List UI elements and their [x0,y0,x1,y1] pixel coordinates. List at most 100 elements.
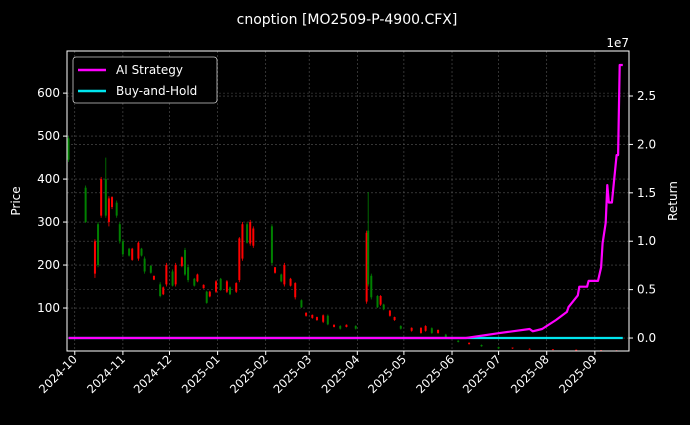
candle-body [118,224,121,242]
candle-body [84,187,87,223]
candle-body [187,267,190,281]
legend-label-strategy: AI Strategy [116,63,183,77]
candle-body [289,278,292,286]
candle-body [365,232,368,302]
candle-body [370,275,373,298]
candle-body [437,329,440,333]
y-right-tick-label: 2.5 [637,89,656,103]
y-axis-left: 100 200 300 400 500 600 [37,86,67,315]
candle-body [410,327,413,331]
candle-body [333,324,336,327]
candle-body [107,198,110,223]
y-left-tick-label: 400 [37,172,60,186]
legend-label-buyhold: Buy-and-Hold [116,84,197,98]
candle-body [528,348,531,350]
candle-body [424,326,427,331]
y-right-tick-label: 1.0 [637,234,656,248]
candle-body [128,248,131,256]
candle-body [174,265,177,285]
candle-body [225,281,228,292]
candle-body [152,275,155,280]
y-right-tick-label: 0.0 [637,331,656,345]
candle-body [193,278,196,286]
candle-body [97,224,100,266]
candle-body [183,249,186,275]
candle-body [121,241,124,255]
candle-body [280,274,283,282]
candle-body [229,287,232,295]
y-left-tick-label: 100 [37,301,60,315]
candle-body [143,258,146,272]
candle-body [159,284,162,296]
legend: AI Strategy Buy-and-Hold [72,56,218,104]
candle-body [376,295,379,308]
candle-body [399,326,402,329]
candle-body [345,324,348,327]
candle-body [393,317,396,321]
candle-body [326,315,329,325]
candle-body [497,347,500,349]
candle-body [430,328,433,333]
candle-body [115,202,118,216]
candle-body [137,242,140,259]
candle-body [305,312,308,316]
candle-body [379,295,382,305]
candle-body [196,274,199,282]
candle-body [551,349,554,351]
candle-body [149,265,152,273]
candles [67,136,618,352]
candle-body [235,283,238,292]
candle-body [215,281,218,292]
y-left-tick-label: 500 [37,129,60,143]
candle-body [100,179,103,216]
candle-body [238,238,241,281]
candle-body [294,283,297,298]
candle-body [311,314,314,318]
y-axis-right-label: Return [666,181,680,221]
y-axis-right: 0.0 0.5 1.0 1.5 2.0 2.5 [629,89,656,345]
y-left-tick-label: 600 [37,86,60,100]
candle-body [131,248,134,260]
candle-body [241,224,244,259]
candle-body [468,342,471,345]
candle-body [208,291,211,297]
candle-body [339,326,342,329]
candle-body [575,349,578,351]
candle-body [219,278,222,290]
candle-body [322,315,325,322]
candle-body [162,287,165,295]
candle-body [111,197,114,208]
candle-body [205,291,208,303]
candle-body [270,226,273,263]
strategy-line [68,63,623,340]
y-axis-right-multiplier: 1e7 [606,36,629,50]
candle-body [300,300,303,308]
candle-body [382,304,385,310]
chart-title: cnoption [MO2509-P-4900.CFX] [237,12,458,28]
candle-body [367,230,370,285]
candle-body [252,228,255,246]
candle-body [246,224,249,243]
candle-body [249,222,252,244]
y-axis-left-label: Price [9,186,23,215]
candle-body [274,267,277,273]
plot-frame [66,50,630,352]
candle-body [457,340,460,342]
candle-body [140,248,143,256]
y-left-tick-label: 200 [37,258,60,272]
y-right-tick-label: 2.0 [637,137,656,151]
candle-body [171,271,174,286]
candle-body [67,138,70,160]
candle-body [104,179,107,216]
candle-body [419,327,422,333]
y-right-tick-label: 0.5 [637,283,656,297]
y-left-tick-label: 300 [37,215,60,229]
series-lines [68,63,623,340]
candle-body [354,326,357,329]
candle-body [315,317,318,321]
candle-body [202,284,205,289]
candle-body [388,310,391,316]
candle-body [180,257,183,266]
candle-body [283,265,286,285]
